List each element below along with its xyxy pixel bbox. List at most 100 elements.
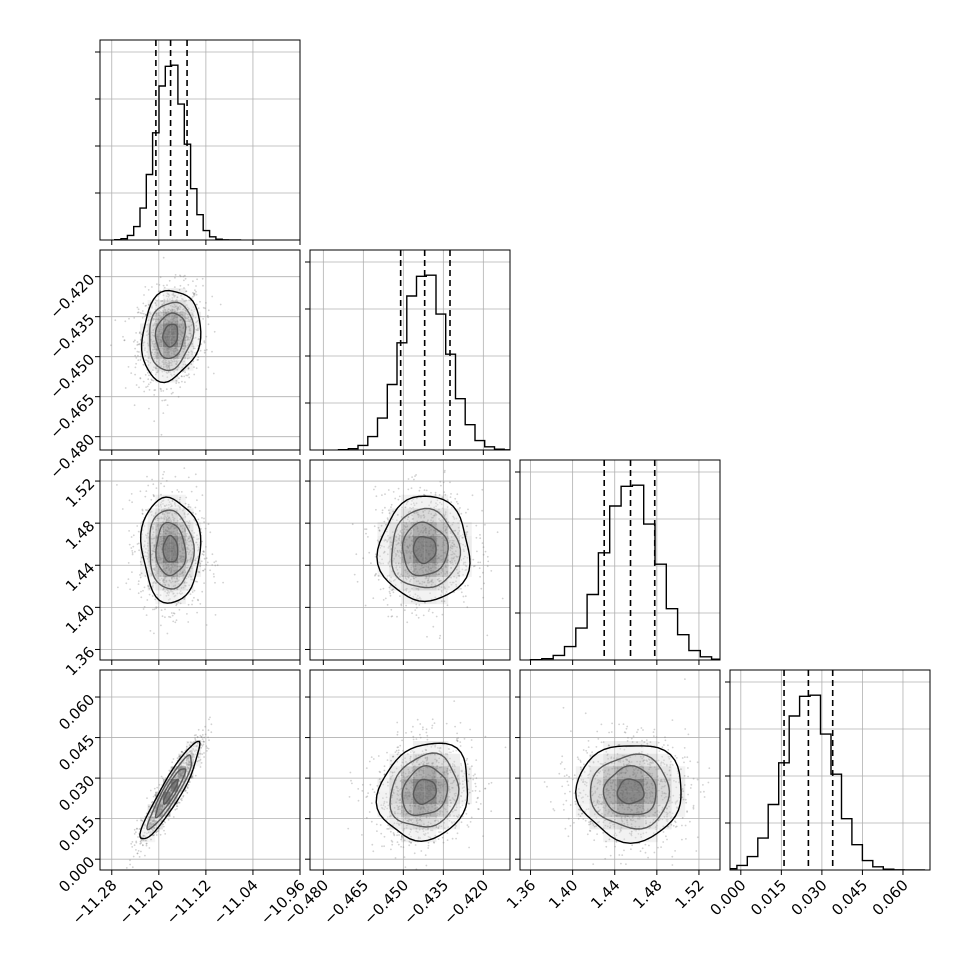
sample-point — [169, 532, 172, 535]
sample-point — [172, 533, 175, 535]
sample-point — [167, 293, 170, 296]
contour-line — [155, 521, 187, 577]
sample-point — [382, 599, 385, 601]
sample-point — [162, 579, 165, 582]
density-cell — [424, 508, 437, 523]
sample-point — [139, 359, 142, 361]
sample-point — [160, 331, 163, 333]
sample-point — [350, 779, 352, 782]
sample-point — [143, 525, 146, 527]
sample-point — [452, 542, 454, 544]
sample-point — [180, 294, 182, 297]
sample-point — [149, 789, 152, 792]
sample-point — [175, 362, 178, 365]
sample-point — [381, 511, 384, 514]
sample-point — [392, 491, 395, 493]
sample-point — [168, 530, 171, 533]
sample-point — [421, 564, 423, 567]
sample-point — [194, 774, 197, 777]
sample-point — [179, 319, 182, 322]
sample-point — [443, 551, 446, 554]
density-cell — [389, 522, 402, 536]
sample-point — [192, 315, 195, 317]
sample-point — [454, 562, 457, 565]
sample-point — [386, 575, 389, 577]
sample-point — [134, 550, 136, 553]
sample-point — [201, 734, 204, 736]
sample-point — [161, 509, 164, 511]
sample-point — [443, 469, 446, 472]
sample-point — [407, 516, 410, 518]
sample-point — [163, 579, 166, 582]
sample-point — [152, 537, 155, 540]
sample-point — [150, 498, 153, 501]
sample-point — [451, 581, 454, 584]
sample-point — [176, 592, 179, 595]
sample-point — [165, 388, 168, 391]
sample-point — [164, 529, 167, 532]
sample-point — [162, 565, 165, 567]
sample-point — [165, 359, 167, 361]
sample-point — [182, 556, 185, 558]
sample-point — [400, 604, 403, 607]
sample-point — [425, 570, 428, 572]
sample-point — [173, 306, 176, 308]
sample-point — [362, 557, 365, 560]
sample-point — [405, 587, 408, 590]
sample-point — [165, 311, 168, 314]
sample-point — [161, 509, 163, 512]
sample-point — [181, 552, 184, 555]
sample-point — [180, 797, 183, 800]
sample-point — [160, 562, 163, 564]
sample-point — [146, 545, 149, 547]
sample-point — [166, 589, 169, 592]
sample-point — [168, 615, 170, 618]
sample-point — [176, 368, 179, 371]
density-cell — [140, 549, 148, 564]
sample-point — [399, 744, 402, 747]
sample-point — [181, 335, 184, 338]
density-cell — [424, 522, 437, 536]
sample-point — [159, 575, 162, 577]
sample-point — [159, 570, 162, 573]
sample-point — [196, 538, 199, 541]
sample-point — [185, 317, 188, 320]
sample-point — [166, 592, 169, 595]
sample-point — [174, 347, 177, 350]
sample-point — [188, 325, 191, 328]
sample-point — [187, 767, 190, 769]
sample-point — [199, 734, 202, 737]
sample-point — [437, 553, 440, 556]
sample-point — [436, 544, 439, 547]
sample-point — [167, 362, 170, 365]
sample-point — [452, 552, 455, 555]
histogram-step — [529, 484, 720, 660]
sample-point — [410, 730, 413, 733]
sample-point — [187, 351, 190, 353]
sample-point — [201, 753, 204, 755]
sample-point — [150, 510, 153, 513]
sample-point — [130, 372, 133, 374]
sample-point — [440, 571, 443, 574]
sample-point — [405, 522, 408, 524]
sample-point — [411, 518, 414, 520]
sample-point — [186, 313, 189, 316]
sample-point — [197, 548, 200, 551]
sample-point — [383, 550, 386, 553]
sample-point — [146, 534, 148, 537]
sample-point — [407, 546, 410, 548]
sample-point — [422, 571, 425, 574]
sample-point — [432, 581, 434, 584]
sample-point — [383, 769, 386, 772]
sample-point — [138, 331, 141, 334]
sample-point — [185, 317, 188, 319]
sample-point — [457, 531, 459, 534]
sample-point — [152, 582, 154, 585]
sample-point — [420, 515, 423, 517]
sample-point — [167, 314, 170, 317]
sample-point — [396, 569, 399, 571]
sample-point — [161, 557, 164, 560]
sample-point — [395, 535, 397, 537]
density-cell — [170, 508, 179, 523]
